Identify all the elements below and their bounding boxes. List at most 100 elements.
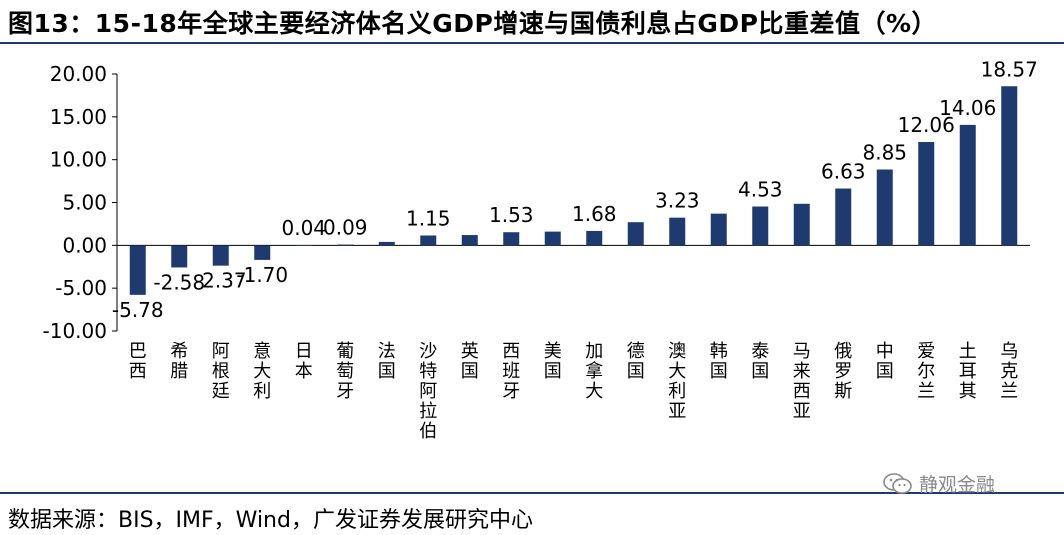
category-label: 俄 (834, 341, 852, 362)
category-label: 兰 (917, 381, 935, 402)
data-label: 1.68 (572, 202, 617, 226)
y-tick-label: -5.00 (55, 276, 107, 300)
data-label: 8.85 (862, 141, 907, 165)
bar (793, 203, 810, 246)
bar (669, 217, 686, 246)
category-label: 兰 (1000, 381, 1018, 402)
category-label: 根 (212, 361, 230, 382)
category-label: 牙 (336, 381, 354, 402)
category-label: 班 (502, 361, 520, 382)
category-label: 西 (502, 341, 520, 362)
bar-chart: 20.0015.0010.005.000.00-5.00-10.00巴西-5.7… (43, 57, 1038, 442)
category-label: 利 (253, 381, 271, 402)
wechat-icon (883, 472, 912, 494)
bar (959, 124, 976, 246)
category-label: 葡 (336, 341, 354, 362)
data-label: 0.09 (323, 216, 368, 240)
data-label: 4.53 (738, 178, 783, 202)
category-label: 特 (419, 361, 437, 382)
bar (710, 213, 727, 246)
category-label: 巴 (129, 341, 147, 362)
category-label: 国 (627, 361, 645, 382)
y-tick-label: 20.00 (50, 62, 107, 86)
data-label: 14.06 (939, 96, 996, 120)
category-label: 韩 (710, 341, 728, 362)
bar (835, 188, 852, 246)
category-label: 国 (710, 361, 728, 382)
source-note: 数据来源：BIS，IMF，Wind，广发证券发展研究中心 (8, 508, 533, 533)
watermark-text: 静观金融 (919, 474, 996, 496)
bar (129, 245, 146, 295)
category-label: 希 (170, 341, 188, 362)
category-label: 英 (461, 341, 479, 362)
category-label: 牙 (502, 381, 520, 402)
title-rule (0, 42, 1064, 44)
category-label: 国 (461, 361, 479, 382)
footer-rule (0, 492, 1064, 494)
category-label: 斯 (834, 381, 852, 402)
category-label: 大 (253, 361, 271, 382)
category-label: 法 (378, 341, 396, 362)
bar (337, 244, 354, 246)
category-label: 德 (627, 341, 645, 362)
data-label: 12.06 (898, 113, 955, 137)
category-label: 美 (544, 341, 562, 362)
category-label: 阿 (419, 381, 437, 402)
data-label: 3.23 (655, 189, 700, 213)
category-label: 利 (668, 381, 686, 402)
category-label: 爱 (917, 341, 935, 362)
category-label: 亚 (793, 401, 811, 422)
bar (295, 244, 312, 246)
bar (1001, 86, 1018, 246)
category-label: 国 (378, 361, 396, 382)
category-label: 泰 (751, 341, 769, 362)
bar (586, 230, 603, 246)
category-label: 克 (1000, 361, 1018, 382)
bar (918, 142, 935, 246)
category-label: 西 (129, 361, 147, 382)
bar (378, 241, 395, 246)
y-tick-label: 15.00 (50, 105, 107, 129)
category-label: 伯 (419, 421, 437, 442)
category-label: 国 (751, 361, 769, 382)
bar (503, 232, 520, 246)
data-label: -5.78 (112, 298, 164, 322)
category-label: 国 (876, 361, 894, 382)
category-label: 拿 (585, 360, 603, 382)
data-label: 6.63 (821, 160, 866, 184)
data-label: 1.53 (489, 203, 534, 227)
data-label: 1.15 (406, 206, 451, 230)
y-tick-label: 5.00 (62, 191, 107, 215)
bar (420, 235, 437, 246)
category-label: 中 (876, 341, 894, 362)
chart-title: 图13：15-18年全球主要经济体名义GDP增速与国债利息占GDP比重差值（%） (8, 9, 937, 38)
category-label: 本 (295, 361, 313, 382)
y-tick-label: 0.00 (62, 233, 107, 257)
category-label: 尔 (917, 361, 935, 382)
bar (752, 206, 769, 246)
bar (461, 235, 478, 246)
watermark: 静观金融 (883, 470, 995, 497)
data-label: -1.70 (236, 263, 288, 287)
category-label: 大 (585, 381, 603, 402)
bar (212, 245, 229, 266)
y-tick-label: 10.00 (50, 148, 107, 172)
category-label: 廷 (212, 381, 230, 402)
category-label: 亚 (668, 401, 686, 422)
category-label: 意 (253, 341, 271, 362)
category-label: 罗 (834, 361, 852, 382)
category-label: 国 (544, 361, 562, 382)
data-label: 18.57 (981, 57, 1038, 81)
category-label: 大 (668, 361, 686, 382)
bar (627, 222, 644, 246)
y-tick-label: -10.00 (43, 319, 107, 343)
category-label: 腊 (170, 361, 188, 382)
bar (876, 169, 893, 246)
category-label: 沙 (419, 341, 437, 362)
bar (171, 245, 188, 268)
category-label: 来 (793, 361, 811, 382)
data-label: 0.04 (281, 216, 326, 240)
category-label: 土 (959, 341, 977, 362)
category-label: 马 (793, 341, 811, 362)
bar (544, 231, 561, 246)
